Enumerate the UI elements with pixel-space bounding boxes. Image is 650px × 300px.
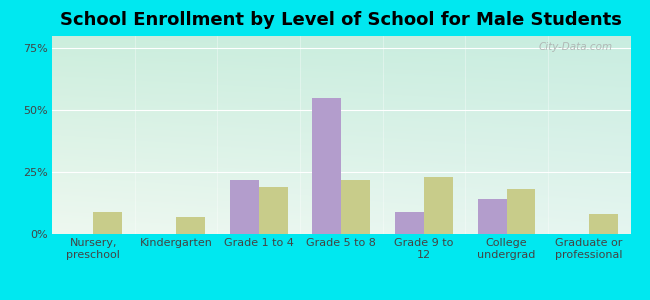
Bar <box>341 179 370 234</box>
Bar <box>395 212 424 234</box>
Bar <box>506 190 536 234</box>
Bar <box>259 187 287 234</box>
Bar <box>589 214 618 234</box>
Bar <box>229 179 259 234</box>
Bar <box>424 177 453 234</box>
Title: School Enrollment by Level of School for Male Students: School Enrollment by Level of School for… <box>60 11 622 29</box>
Bar <box>176 217 205 234</box>
Bar <box>94 212 122 234</box>
Bar <box>478 200 506 234</box>
Text: City-Data.com: City-Data.com <box>539 42 613 52</box>
Bar <box>312 98 341 234</box>
